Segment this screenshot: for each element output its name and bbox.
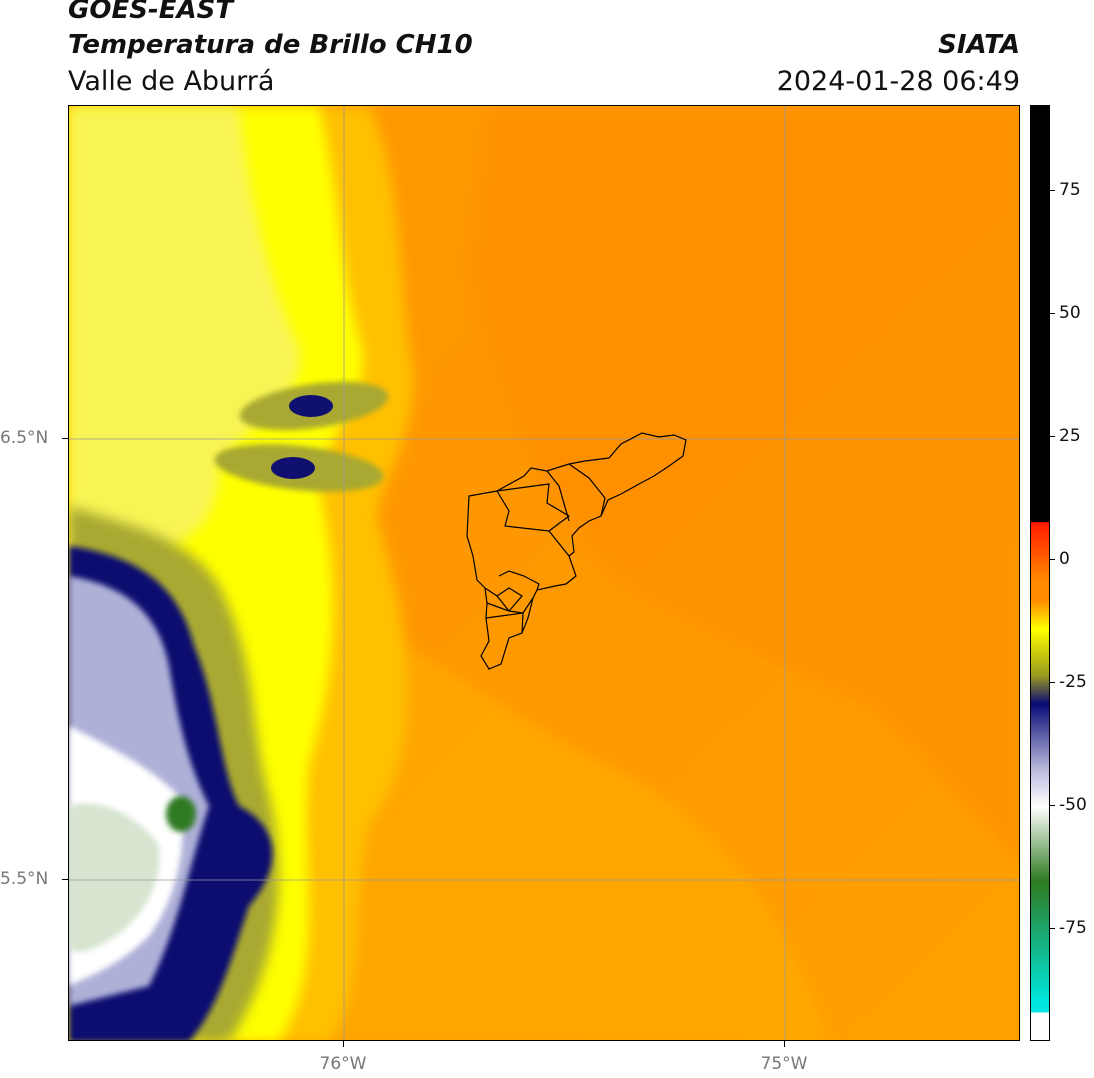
lon-label-76W: 76°W: [319, 1054, 367, 1074]
product-title: Temperatura de Brillo CH10: [68, 30, 473, 60]
satellite-title: GOES-EAST: [68, 0, 234, 25]
datetime-label: 2024-01-28 06:49: [776, 66, 1020, 97]
colorbar-label-0: 0: [1059, 549, 1070, 569]
municipality-boundaries: [466, 432, 687, 670]
colorbar-label-minus50: -50: [1059, 795, 1087, 815]
green-cell: [166, 796, 196, 832]
colorbar-tick: [1050, 313, 1055, 314]
colorbar-tick: [1050, 805, 1055, 806]
colorbar-label-25: 25: [1059, 426, 1081, 446]
colorbar-tick: [1050, 559, 1055, 560]
colorbar-tick: [1050, 928, 1055, 929]
lon-tick: [784, 1041, 785, 1047]
pale-yellow-region: [69, 106, 300, 576]
colorbar-label-minus25: -25: [1059, 672, 1087, 692]
lat-label-5.5N: 5.5°N: [0, 869, 49, 889]
lighter-orange-region: [269, 626, 829, 1040]
colorbar-label-75: 75: [1059, 180, 1081, 200]
lat-tick: [62, 879, 68, 880]
darker-orange-region: [469, 106, 1019, 864]
lat-label-6.5N: 6.5°N: [0, 428, 49, 448]
pale-green-region: [69, 803, 160, 952]
colorbar-label-minus75: -75: [1059, 918, 1087, 938]
region-label: Valle de Aburrá: [68, 66, 275, 97]
brightness-temperature-map: [68, 105, 1020, 1041]
colorbar: [1030, 105, 1050, 1041]
organization-label: SIATA: [938, 30, 1020, 60]
colorbar-label-50: 50: [1059, 303, 1081, 323]
map-canvas: [69, 106, 1019, 1040]
navy-cell-south: [271, 457, 315, 479]
colorbar-tick: [1050, 436, 1055, 437]
colorbar-tick: [1050, 190, 1055, 191]
navy-cell-north: [289, 395, 333, 417]
lon-label-75W: 75°W: [760, 1054, 808, 1074]
lon-tick: [343, 1041, 344, 1047]
colorbar-tick: [1050, 682, 1055, 683]
lat-tick: [62, 438, 68, 439]
